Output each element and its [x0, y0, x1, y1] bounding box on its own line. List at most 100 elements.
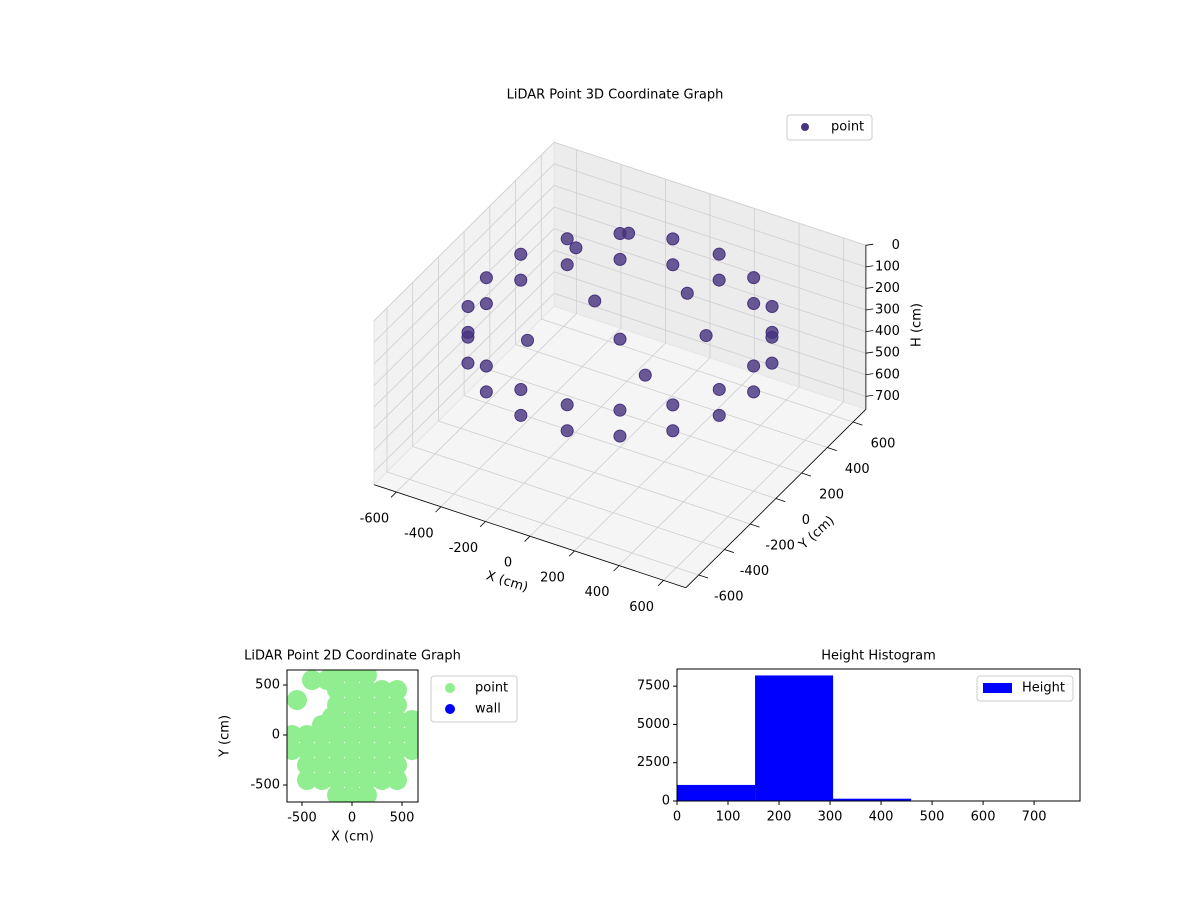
z-tick-label: 500	[875, 346, 900, 361]
point	[480, 360, 492, 372]
point	[462, 357, 474, 369]
tick-mark	[866, 287, 873, 288]
y-tick-label: 500	[255, 678, 280, 693]
x-tick-label: 0	[504, 556, 512, 571]
y-tick-label: 5000	[637, 717, 670, 732]
point	[480, 272, 492, 284]
y-tick-label: -200	[765, 538, 795, 553]
point	[402, 740, 422, 760]
tick-mark	[724, 549, 733, 552]
tick-mark	[525, 536, 530, 541]
bar	[755, 675, 833, 801]
point	[748, 360, 760, 372]
y-tick-label: 0	[662, 794, 670, 809]
z-tick-label: 600	[875, 367, 900, 382]
point	[462, 331, 474, 343]
y-tick-label: 7500	[637, 679, 670, 694]
point	[667, 233, 679, 245]
z-tick-label: 100	[875, 259, 900, 274]
tick-mark	[802, 473, 811, 476]
legend-label: wall	[475, 702, 501, 717]
x-axis-label: X (cm)	[331, 830, 374, 845]
point	[748, 298, 760, 310]
tick-mark	[614, 566, 619, 571]
point	[614, 404, 626, 416]
y-tick-label: -400	[740, 564, 770, 579]
point	[614, 253, 626, 265]
point	[515, 248, 527, 260]
point	[515, 384, 527, 396]
point	[480, 386, 492, 398]
point	[623, 227, 635, 239]
x-tick-label: 400	[585, 585, 610, 600]
point	[748, 272, 760, 284]
point	[667, 399, 679, 411]
tick-mark	[480, 521, 485, 526]
x-tick-label: 100	[716, 810, 741, 825]
tick-mark	[569, 551, 574, 556]
tick-mark	[866, 352, 873, 353]
plot-3d: -600-400-2000200400600-600-400-200020040…	[360, 88, 925, 615]
point	[561, 399, 573, 411]
point	[766, 331, 778, 343]
point	[766, 300, 778, 312]
x-tick-label: 200	[540, 570, 565, 585]
legend-label: Height	[1022, 681, 1065, 696]
chart-title: Height Histogram	[821, 649, 936, 664]
tick-mark	[658, 580, 663, 585]
tick-mark	[866, 266, 873, 267]
x-tick-label: 500	[920, 810, 945, 825]
point	[570, 242, 582, 254]
point	[561, 425, 573, 437]
point	[713, 409, 725, 421]
x-axis-label: X (cm)	[484, 569, 530, 596]
x-tick-label: 600	[971, 810, 996, 825]
point	[614, 430, 626, 442]
tick-mark	[391, 492, 396, 497]
y-tick-label: -500	[250, 778, 280, 793]
tick-mark	[750, 524, 759, 527]
tick-mark	[699, 575, 708, 578]
tick-mark	[866, 330, 873, 331]
tick-mark	[436, 507, 441, 512]
x-tick-label: 400	[869, 810, 894, 825]
x-tick-label: 600	[629, 600, 654, 615]
point	[681, 287, 693, 299]
z-tick-label: 400	[875, 324, 900, 339]
tick-mark	[776, 499, 785, 502]
z-axis-label: H (cm)	[910, 303, 925, 347]
legend-marker	[801, 123, 809, 131]
chart-title: LiDAR Point 2D Coordinate Graph	[244, 649, 461, 664]
point	[748, 386, 760, 398]
legend-marker	[445, 683, 455, 693]
y-tick-label: 600	[871, 437, 896, 452]
point	[589, 295, 601, 307]
point	[287, 690, 307, 710]
x-tick-label: 700	[1022, 810, 1047, 825]
point	[515, 409, 527, 421]
y-axis-label: Y (cm)	[218, 715, 233, 758]
x-tick-label: 0	[348, 811, 356, 826]
point	[667, 259, 679, 271]
y-tick-label: -600	[714, 589, 744, 604]
point	[713, 248, 725, 260]
y-tick-label: 0	[802, 513, 810, 528]
x-tick-label: -400	[404, 526, 434, 541]
point	[387, 770, 407, 790]
point	[462, 300, 474, 312]
point	[317, 670, 337, 690]
tick-mark	[866, 395, 873, 396]
legend-label: point	[831, 120, 864, 135]
y-tick-label: 0	[272, 728, 280, 743]
z-tick-label: 300	[875, 303, 900, 318]
point	[521, 334, 533, 346]
point	[515, 274, 527, 286]
x-tick-label: 300	[818, 810, 843, 825]
z-tick-label: 700	[875, 389, 900, 404]
tick-mark	[866, 374, 873, 375]
point	[667, 425, 679, 437]
tick-mark	[853, 422, 862, 425]
